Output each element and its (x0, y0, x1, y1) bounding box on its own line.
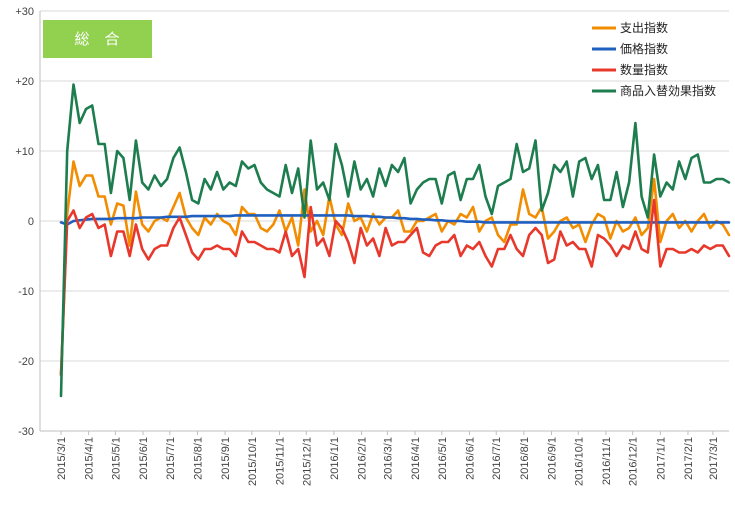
series-line-3 (59, 198, 731, 377)
x-tick-label: 2015/5/1 (110, 437, 122, 480)
axes (39, 11, 729, 435)
x-tick-label: 2016/4/1 (410, 437, 422, 480)
x-tick-label: 2015/11/1 (275, 437, 287, 485)
x-tick-label: 2016/1/1 (329, 437, 341, 480)
x-tick-label: 2015/8/1 (192, 437, 204, 480)
x-tick-label: 2016/8/1 (519, 437, 531, 480)
series-line-4 (59, 83, 731, 398)
y-tick-label: +10 (15, 146, 34, 158)
title-badge: 総 合 (43, 20, 152, 58)
x-tick-label: 2016/12/1 (628, 437, 640, 486)
x-tick-label: 2016/9/1 (547, 437, 559, 480)
x-tick-labels: 2015/3/1 2015/4/1 2015/5/1 2015/6/1 2015/7/1… (56, 437, 720, 486)
x-tick-label: 2015/4/1 (84, 437, 96, 480)
legend-label: 支出指数 (620, 20, 668, 35)
x-tick-label: 2015/12/1 (301, 437, 313, 486)
series-line-2 (59, 214, 731, 226)
y-tick-label: -20 (18, 356, 34, 368)
legend-label: 価格指数 (620, 41, 668, 56)
legend-label: 商品入替効果指数 (620, 83, 716, 98)
y-tick-label: -10 (18, 286, 34, 298)
legend-label: 数量指数 (620, 62, 668, 77)
x-tick-label: 2015/9/1 (220, 437, 232, 480)
x-tick-label: 2016/2/1 (357, 437, 369, 480)
x-tick-label: 2016/10/1 (573, 437, 585, 486)
y-tick-label: -30 (18, 426, 34, 438)
x-tick-label: 2017/1/1 (655, 437, 667, 480)
x-tick-label: 2015/6/1 (138, 437, 150, 480)
y-tick-labels: +30 +20 +10 0 -10 -20 -30 (15, 6, 34, 438)
x-tick-label: 2017/2/1 (683, 437, 695, 480)
x-tick-label: 2016/5/1 (437, 437, 449, 480)
title-badge-background (43, 20, 152, 58)
y-tick-label: 0 (28, 216, 34, 228)
y-tick-label: +30 (15, 6, 34, 18)
x-tick-label: 2015/7/1 (165, 437, 177, 480)
series-lines (59, 83, 731, 398)
y-tick-label: +20 (15, 76, 34, 88)
chart-title: 総 合 (74, 31, 119, 48)
x-tick-label: 2016/3/1 (382, 437, 394, 480)
x-tick-label: 2015/10/1 (247, 437, 259, 486)
x-tick-label: 2017/3/1 (708, 437, 720, 480)
x-tick-label: 2016/11/1 (601, 437, 613, 485)
x-tick-label: 2015/3/1 (56, 437, 68, 480)
x-tick-label: 2016/7/1 (491, 437, 503, 480)
x-tick-label: 2016/6/1 (464, 437, 476, 480)
